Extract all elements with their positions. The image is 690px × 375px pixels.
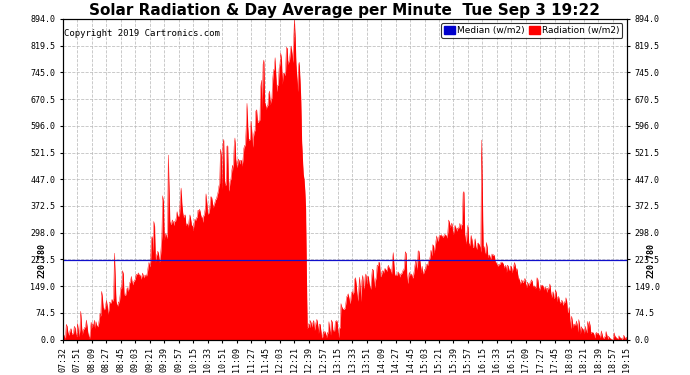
Text: Copyright 2019 Cartronics.com: Copyright 2019 Cartronics.com bbox=[64, 28, 220, 38]
Legend: Median (w/m2), Radiation (w/m2): Median (w/m2), Radiation (w/m2) bbox=[441, 24, 622, 38]
Text: 220.780: 220.780 bbox=[37, 243, 46, 278]
Text: 220.780: 220.780 bbox=[646, 243, 656, 278]
Title: Solar Radiation & Day Average per Minute  Tue Sep 3 19:22: Solar Radiation & Day Average per Minute… bbox=[90, 3, 600, 18]
